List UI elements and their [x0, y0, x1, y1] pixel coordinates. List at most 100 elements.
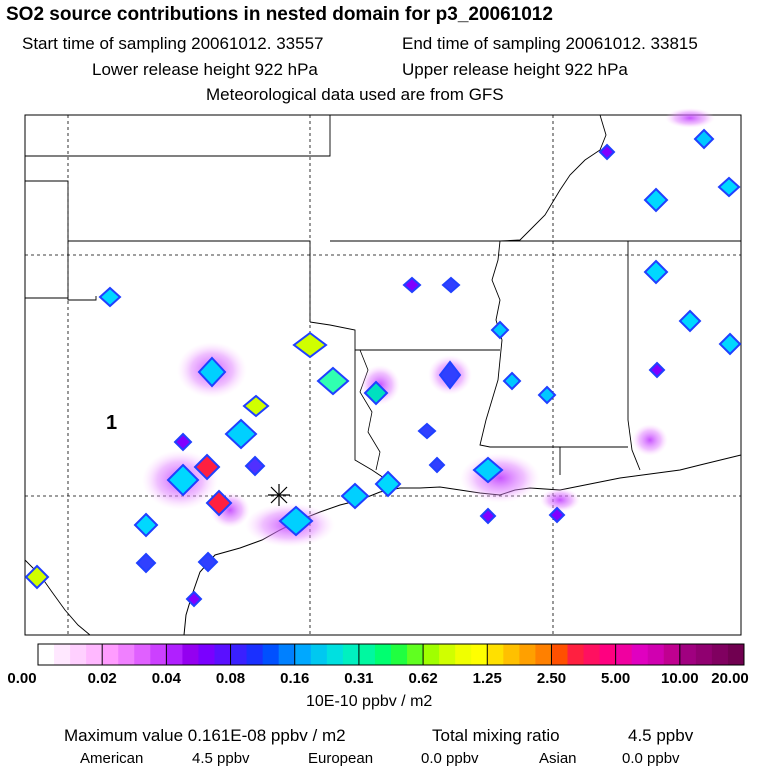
legend-swatch: [134, 644, 151, 665]
lower-release-height: Lower release height 922 hPa: [92, 60, 318, 79]
source-diamond: [292, 331, 328, 359]
source-markers: [24, 128, 742, 608]
legend-swatch: [583, 644, 601, 665]
source-diamond: [428, 456, 446, 474]
legend-swatch: [391, 644, 408, 665]
legend-swatch: [326, 644, 344, 665]
legend-colorbar: [38, 644, 745, 665]
legend-swatch: [38, 644, 55, 665]
legend-swatch: [695, 644, 713, 665]
source-diamond: [197, 356, 227, 388]
source-diamond: [166, 463, 200, 497]
source-diamond: [502, 371, 522, 391]
legend-swatch: [214, 644, 232, 665]
asian-label: Asian: [539, 750, 577, 767]
source-diamond: [643, 187, 669, 213]
legend-swatch: [631, 644, 649, 665]
source-diamond: [244, 455, 266, 477]
source-diamond: [490, 320, 510, 340]
american-value: 4.5 ppbv: [192, 750, 250, 767]
source-diamond: [135, 552, 157, 574]
source-diamond: [242, 394, 270, 418]
graticule: [25, 115, 741, 635]
legend-swatch: [198, 644, 215, 665]
source-diamond: [441, 276, 461, 294]
legend-swatch: [54, 644, 71, 665]
source-diamond: [438, 360, 462, 390]
legend-swatch: [503, 644, 520, 665]
legend-swatch: [471, 644, 488, 665]
upper-release-height: Upper release height 922 hPa: [402, 60, 628, 79]
legend-swatch: [246, 644, 264, 665]
legend-tick-label: 10.00: [661, 670, 699, 687]
legend-tick-label: 0.02: [87, 670, 117, 687]
legend-swatch: [342, 644, 360, 665]
legend-swatch: [310, 644, 328, 665]
total-mixing-label: Total mixing ratio: [432, 726, 560, 745]
legend-swatch: [455, 644, 472, 665]
asterisk-icon: [268, 484, 290, 506]
source-diamond: [648, 361, 666, 379]
legend-swatch: [182, 644, 199, 665]
source-diamond: [98, 286, 122, 308]
legend-swatch: [679, 644, 697, 665]
legend-swatch: [150, 644, 167, 665]
source-diamond: [548, 506, 566, 524]
legend-tick-label: 1.25: [472, 670, 502, 687]
legend-swatch: [294, 644, 312, 665]
legend-swatch: [647, 644, 665, 665]
legend-swatch: [166, 644, 183, 665]
legend-swatch: [262, 644, 280, 665]
source-diamond: [224, 418, 258, 450]
legend-swatch: [487, 644, 504, 665]
coastline: [183, 454, 742, 636]
legend-tick-label: 20.00: [711, 670, 749, 687]
source-diamond: [133, 512, 159, 538]
region-label: 1: [106, 412, 118, 434]
source-diamond: [643, 259, 669, 285]
legend-tick-label: 2.50: [536, 670, 567, 687]
legend-swatch: [567, 644, 585, 665]
source-diamond: [472, 456, 504, 484]
legend-swatch: [102, 644, 119, 665]
legend-swatch: [599, 644, 617, 665]
met-data-source: Meteorological data used are from GFS: [206, 85, 504, 104]
legend-swatch: [615, 644, 633, 665]
source-diamond: [316, 366, 350, 396]
legend-tick-label: 0.62: [408, 670, 438, 687]
asian-value: 0.0 ppbv: [622, 750, 680, 767]
legend-tick-label: 0.04: [151, 670, 181, 687]
source-diamond: [278, 505, 314, 537]
source-diamond: [193, 453, 221, 481]
american-label: American: [80, 750, 144, 767]
legend-swatch: [535, 644, 552, 665]
source-diamond: [205, 489, 233, 517]
legend-swatch: [711, 644, 729, 665]
legend-swatch: [663, 644, 681, 665]
source-diamond: [363, 380, 389, 406]
source-diamond: [693, 128, 715, 150]
legend-frame: [37, 643, 745, 666]
source-diamond: [374, 470, 402, 498]
source-diamond: [340, 482, 370, 510]
max-value: Maximum value 0.161E-08 ppbv / m2: [64, 726, 346, 745]
end-time: End time of sampling 20061012. 33815: [402, 34, 698, 53]
legend-swatch: [86, 644, 103, 665]
legend-swatch: [423, 644, 440, 665]
source-diamond: [678, 309, 702, 333]
european-value: 0.0 ppbv: [421, 750, 479, 767]
map-title: SO2 source contributions in nested domai…: [6, 4, 553, 25]
source-diamond: [479, 507, 497, 525]
legend-tick-label: 5.00: [601, 670, 631, 687]
legend-swatch: [519, 644, 536, 665]
legend-swatch: [439, 644, 456, 665]
source-diamond: [24, 564, 50, 590]
state-boundaries: [24, 114, 741, 636]
legend-units: 10E-10 ppbv / m2: [306, 693, 433, 710]
legend-tick-label: 0.31: [344, 670, 374, 687]
legend-swatch: [727, 644, 745, 665]
source-diamond: [717, 176, 741, 198]
legend-swatch: [70, 644, 87, 665]
start-time: Start time of sampling 20061012. 33557: [22, 34, 324, 53]
source-diamond: [417, 422, 437, 440]
